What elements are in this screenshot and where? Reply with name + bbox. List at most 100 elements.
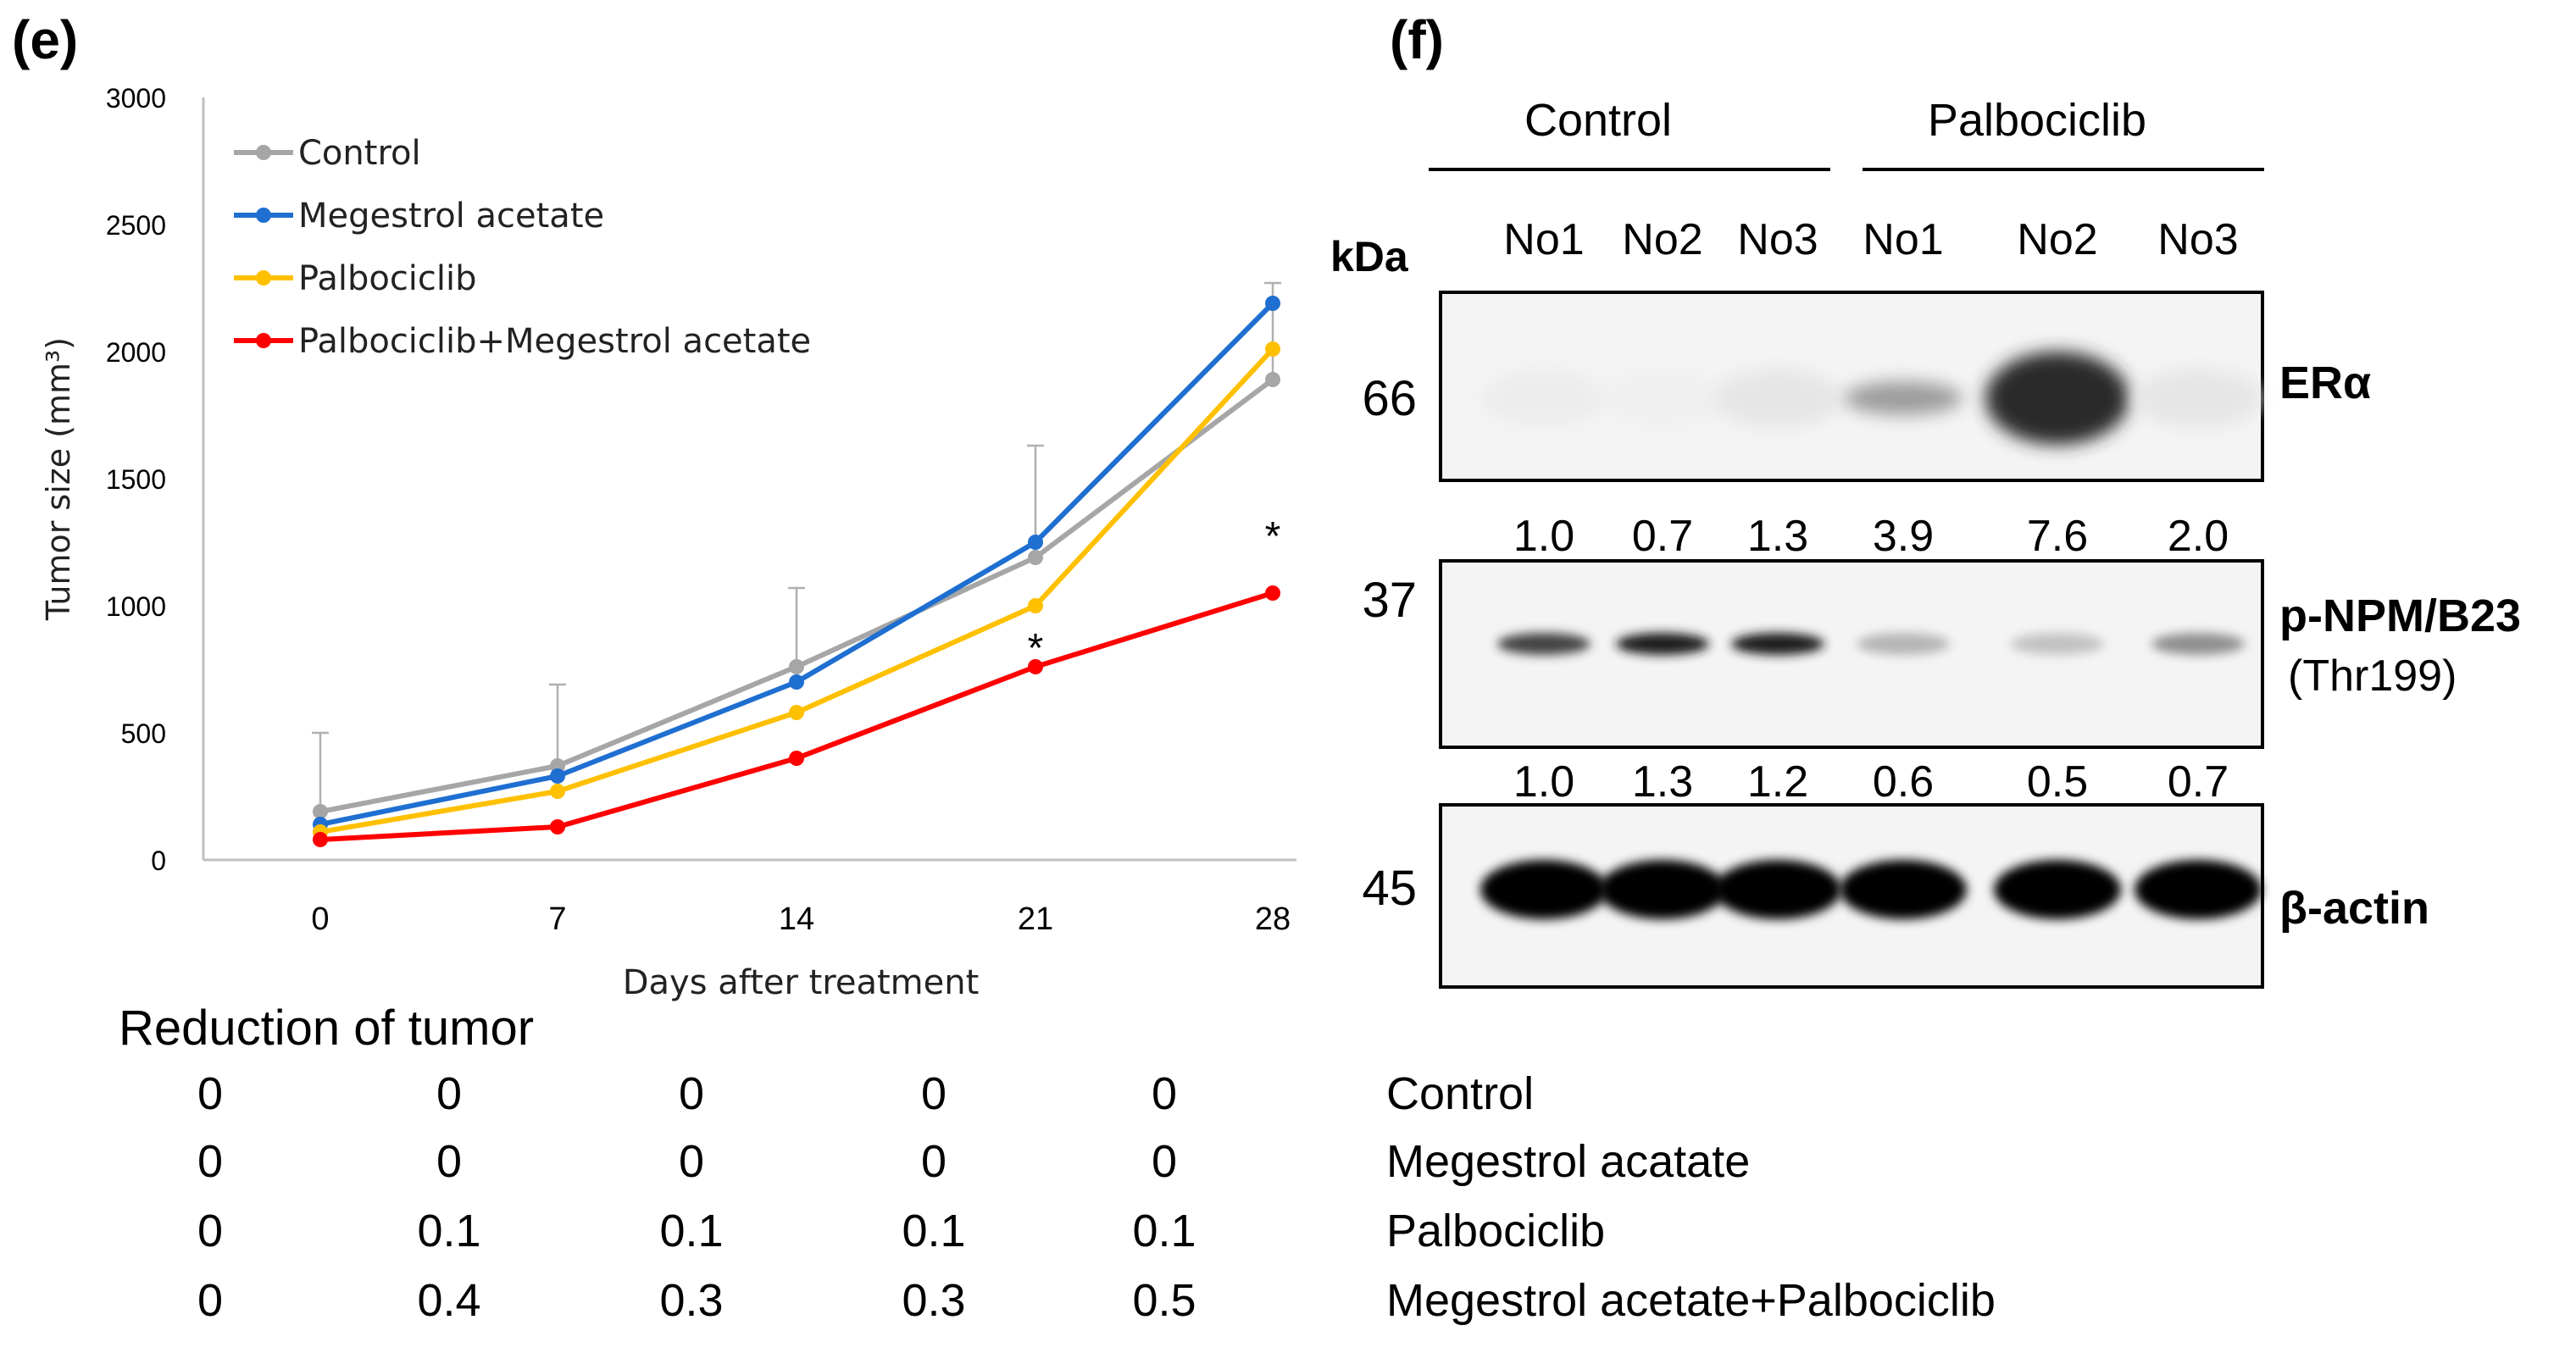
legend-entry: Palbociclib <box>298 259 477 298</box>
blot-band <box>2011 633 2104 655</box>
reduction-cell: 0 <box>678 1068 705 1119</box>
legend-marker <box>256 270 271 286</box>
kda-marker: 37 <box>1362 573 1417 628</box>
data-point <box>550 784 565 799</box>
y-tick-label: 500 <box>121 718 166 749</box>
band-quantification: 7.6 <box>2027 512 2088 561</box>
x-tick-label: 14 <box>779 901 814 937</box>
x-axis-label: Days after treatment <box>623 963 980 1002</box>
data-point <box>1265 372 1280 387</box>
data-point <box>789 751 804 766</box>
reduction-cell: 0 <box>1151 1068 1178 1119</box>
western-blot-panel: Control Palbociclib kDa No1 No2 No3 No1 No2 No3 6… <box>1330 95 2521 989</box>
y-tick-label: 1500 <box>106 464 166 495</box>
reduction-cell: 0.3 <box>659 1275 724 1326</box>
reduction-cell: 0 <box>436 1136 463 1187</box>
reduction-cell: 0.1 <box>1132 1206 1196 1256</box>
lane-label: No1 <box>1503 215 1584 264</box>
band-quantification: 0.5 <box>2027 757 2088 807</box>
data-point <box>1265 296 1280 311</box>
reduction-cell: 0 <box>197 1206 224 1256</box>
blot-band <box>2135 369 2262 428</box>
band-quantification: 1.2 <box>1747 757 1808 807</box>
blot-band <box>1840 860 1967 919</box>
blot-membrane <box>1439 559 2264 749</box>
protein-label: p-NPM/B23 <box>2279 591 2521 641</box>
legend-entry: Control <box>298 134 421 173</box>
x-tick-label: 21 <box>1018 901 1053 937</box>
panel-f-letter: (f) <box>1390 9 1444 70</box>
blot-band <box>1480 369 1607 428</box>
data-point <box>789 659 804 674</box>
x-tick-label: 0 <box>311 901 329 937</box>
band-quantification: 1.0 <box>1513 512 1574 561</box>
y-tick-label: 1000 <box>106 591 166 622</box>
group-label: Palbociclib <box>1928 95 2146 146</box>
legend-marker <box>256 333 271 348</box>
band-quantification: 1.0 <box>1513 757 1574 807</box>
lane-label: No1 <box>1863 215 1943 264</box>
lane-label: No2 <box>1622 215 1702 264</box>
kda-marker: 45 <box>1362 861 1417 916</box>
reduction-cell: 0.1 <box>902 1206 966 1256</box>
legend-entry: Megestrol acetate <box>298 197 604 236</box>
blot-band <box>2151 633 2245 655</box>
reduction-cell: 0 <box>678 1136 705 1187</box>
x-tick-label: 28 <box>1255 901 1291 937</box>
legend-entry: Palbociclib+Megestrol acetate <box>298 322 811 361</box>
reduction-cell: 0 <box>920 1136 947 1187</box>
reduction-row-label: Megestrol acatate <box>1386 1136 1751 1187</box>
data-point <box>1028 659 1043 674</box>
reduction-cell: 0 <box>197 1068 224 1119</box>
data-point <box>1265 341 1280 357</box>
protein-label: ERα <box>2279 358 2371 408</box>
band-quantification: 1.3 <box>1747 512 1808 561</box>
reduction-cell: 0.4 <box>417 1275 481 1326</box>
band-quantification: 1.3 <box>1632 757 1693 807</box>
reduction-row-label: Palbociclib <box>1386 1206 1606 1256</box>
reduction-row-label: Megestrol acetate+Palbociclib <box>1386 1275 1996 1326</box>
blot-band <box>1844 381 1963 415</box>
significance-annotation: * <box>1028 626 1044 671</box>
reduction-cell: 0 <box>1151 1136 1178 1187</box>
reduction-cell: 0.3 <box>902 1275 966 1326</box>
data-point <box>313 832 328 847</box>
y-tick-label: 3000 <box>106 83 166 114</box>
data-point <box>1028 535 1043 550</box>
significance-annotation: * <box>1265 514 1281 559</box>
protein-label: β-actin <box>2279 883 2429 934</box>
data-point <box>313 804 328 819</box>
y-tick-label: 2500 <box>106 210 166 241</box>
protein-sublabel: (Thr199) <box>2288 652 2457 701</box>
y-axis-label: Tumor size (mm³) <box>40 337 77 621</box>
band-quantification: 0.7 <box>1632 512 1693 561</box>
y-tick-label: 0 <box>151 846 166 876</box>
data-point <box>550 819 565 835</box>
reduction-cell: 0.5 <box>1132 1275 1196 1326</box>
panel-e-letter: (e) <box>12 9 79 70</box>
y-tick-label: 2000 <box>106 337 166 368</box>
x-tick-label: 7 <box>548 901 566 937</box>
group-label: Control <box>1524 95 1672 146</box>
lane-label: No3 <box>2157 215 2238 264</box>
band-quantification: 3.9 <box>1873 512 1934 561</box>
reduction-cell: 0 <box>197 1136 224 1187</box>
data-point <box>789 674 804 690</box>
blot-band <box>1616 633 1709 655</box>
series-line-1 <box>319 301 1275 827</box>
band-quantification: 2.0 <box>2168 512 2229 561</box>
tumor-growth-chart: 0 500 1000 1500 2000 2500 3000 0 7 14 21 28 Days aft… <box>40 83 1296 1002</box>
lane-label: No2 <box>2017 215 2097 264</box>
blot-band <box>1731 633 1824 655</box>
reduction-row-label: Control <box>1386 1068 1535 1119</box>
reduction-cell: 0 <box>197 1275 224 1326</box>
data-point <box>1028 550 1043 565</box>
lane-label: No3 <box>1737 215 1818 264</box>
band-quantification: 0.6 <box>1873 757 1934 807</box>
legend-marker <box>256 145 271 160</box>
blot-band <box>1985 352 2129 445</box>
blot-band <box>1714 860 1841 919</box>
kda-label: kDa <box>1330 233 1409 280</box>
legend-marker <box>256 208 271 223</box>
